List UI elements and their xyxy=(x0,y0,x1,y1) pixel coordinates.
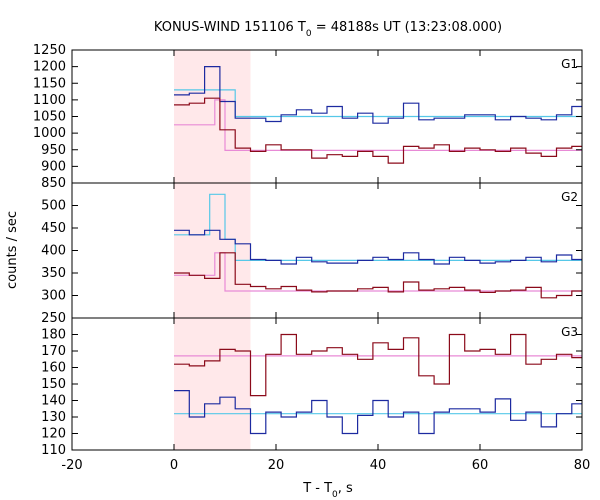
y-tick-label: 500 xyxy=(41,199,66,214)
y-tick-label: 1000 xyxy=(33,126,66,141)
y-tick-label: 400 xyxy=(41,244,66,259)
panel-label: G2 xyxy=(561,190,578,204)
x-tick-label: 0 xyxy=(170,458,178,473)
plot-area: 850900950100010501100115012001250G125030… xyxy=(33,43,590,473)
panel-label: G1 xyxy=(561,57,578,71)
blue-series-line xyxy=(174,66,582,124)
x-tick-label: 20 xyxy=(268,458,285,473)
red-series-line xyxy=(174,97,582,164)
x-tick-label: 40 xyxy=(370,458,387,473)
y-tick-label: 900 xyxy=(41,159,66,174)
y-tick-label: 130 xyxy=(41,410,66,425)
y-tick-label: 150 xyxy=(41,377,66,392)
y-tick-label: 850 xyxy=(41,176,66,191)
y-tick-label: 300 xyxy=(41,289,66,304)
y-axis-label: counts / sec xyxy=(5,211,20,289)
y-tick-label: 170 xyxy=(41,344,66,359)
y-tick-label: 950 xyxy=(41,143,66,158)
y-tick-label: 1150 xyxy=(33,76,66,91)
x-tick-label: 60 xyxy=(472,458,489,473)
blue-series-line xyxy=(174,390,582,435)
chart-title: KONUS-WIND 151106 T0 = 48188s UT (13:23:… xyxy=(154,20,502,39)
panel-frame xyxy=(71,182,583,319)
red-series-line xyxy=(174,252,582,299)
y-tick-label: 350 xyxy=(41,266,66,281)
x-axis-label: T - T0, s xyxy=(302,481,353,500)
y-tick-label: 1050 xyxy=(33,110,66,125)
y-tick-label: 160 xyxy=(41,361,66,376)
y-tick-label: 140 xyxy=(41,394,66,409)
blue-series-line xyxy=(174,229,582,265)
y-tick-label: 1250 xyxy=(33,43,66,58)
y-tick-label: 120 xyxy=(41,427,66,442)
panel-g2: 250 300 350 400 450 500 G2 xyxy=(41,182,583,326)
panel-frame xyxy=(71,317,583,451)
panel-label: G3 xyxy=(561,325,578,339)
red-series-line xyxy=(174,333,582,397)
y-tick-label: 110 xyxy=(41,443,66,458)
x-tick-label: -20 xyxy=(61,458,82,473)
y-tick-label: 180 xyxy=(41,328,66,343)
y-tick-label: 250 xyxy=(41,311,66,326)
x-tick-label: 80 xyxy=(574,458,591,473)
y-tick-label: 1200 xyxy=(33,60,66,75)
y-tick-label: 1100 xyxy=(33,93,66,108)
y-tick-label: 450 xyxy=(41,221,66,236)
